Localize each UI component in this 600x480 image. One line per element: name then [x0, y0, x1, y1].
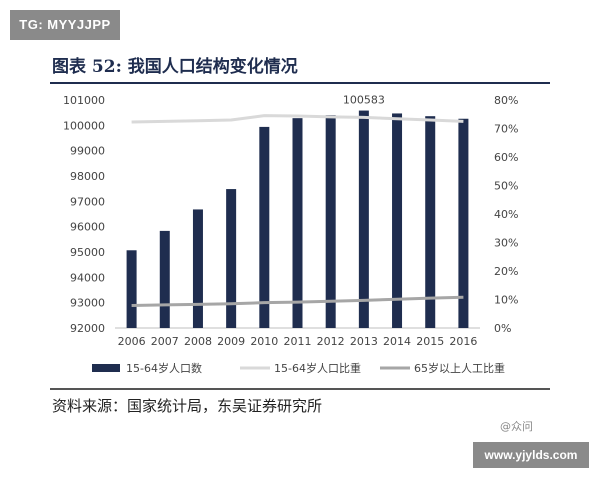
legend-label-3: 65岁以上人工比重	[414, 361, 505, 375]
y-right-tick-label: 60%	[494, 151, 518, 164]
bar-2011	[292, 118, 303, 328]
y-left-tick-label: 101000	[63, 94, 105, 107]
y-right-tick-label: 50%	[494, 180, 518, 193]
y-right-tick-label: 70%	[494, 123, 518, 136]
title-underline	[50, 82, 550, 84]
x-tick-label: 2006	[118, 335, 146, 348]
y-left-tick-label: 96000	[70, 221, 105, 234]
bar-2014	[392, 113, 403, 329]
y-left-tick-label: 92000	[70, 322, 105, 335]
legend-label-1: 15-64岁人口数	[126, 361, 202, 375]
series-line-1	[131, 114, 464, 124]
x-tick-label: 2007	[151, 335, 179, 348]
x-tick-label: 2008	[184, 335, 212, 348]
series-line-2	[131, 295, 464, 307]
x-tick-label: 2010	[250, 335, 278, 348]
bar-2015	[425, 116, 436, 328]
data-label-peak: 100583	[343, 94, 385, 107]
bar-2008	[192, 209, 203, 328]
bar-2016	[458, 118, 469, 328]
y-left-tick-label: 99000	[70, 145, 105, 158]
bar-2013	[358, 110, 369, 329]
y-left-tick-label: 97000	[70, 195, 105, 208]
y-left-tick-label: 94000	[70, 271, 105, 284]
y-left-tick-label: 98000	[70, 170, 105, 183]
population-structure-chart: 92000 93000 94000 95000 96000 97000 98000 99000…	[63, 94, 518, 375]
y-right-tick-label: 0%	[494, 322, 511, 335]
y-right-tick-label: 80%	[494, 94, 518, 107]
x-tick-label: 2015	[416, 335, 444, 348]
y-right-tick-label: 40%	[494, 208, 518, 221]
source-note: 资料来源：国家统计局，东吴证券研究所	[52, 397, 323, 415]
y-left-tick-label: 100000	[63, 119, 105, 132]
watermark-top: TG: MYYJJPP	[10, 10, 120, 40]
x-tick-label: 2013	[350, 335, 378, 348]
source-divider	[50, 388, 550, 390]
x-tick-label: 2011	[284, 335, 312, 348]
bar-2010	[259, 126, 270, 329]
x-tick-label: 2009	[217, 335, 245, 348]
chart-title: 图表 52: 我国人口结构变化情况	[52, 57, 298, 77]
y-right-tick-label: 30%	[494, 237, 518, 250]
y-left-tick-label: 95000	[70, 246, 105, 259]
bar-2012	[325, 115, 336, 329]
bar-2009	[226, 189, 237, 328]
weibo-watermark: @众问	[500, 420, 533, 433]
bar-2006	[126, 250, 137, 328]
x-tick-label: 2014	[383, 335, 411, 348]
y-right-tick-label: 10%	[494, 294, 518, 307]
legend-swatch-1	[92, 364, 120, 372]
x-tick-label: 2012	[317, 335, 345, 348]
x-tick-label: 2016	[449, 335, 477, 348]
y-left-tick-label: 93000	[70, 297, 105, 310]
y-right-tick-label: 20%	[494, 265, 518, 278]
legend-label-2: 15-64岁人口比重	[274, 361, 361, 375]
bar-2007	[159, 230, 170, 328]
watermark-bottom: www.yjylds.com	[473, 442, 589, 468]
